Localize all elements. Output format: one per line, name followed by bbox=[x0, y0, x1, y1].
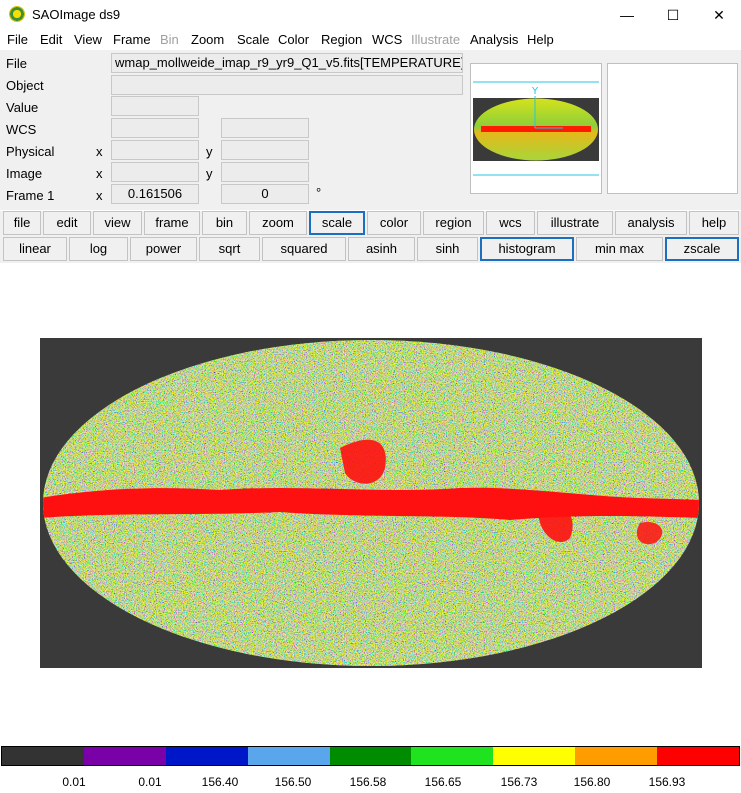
btn-illustrate[interactable]: illustrate bbox=[537, 211, 613, 235]
btn-view[interactable]: view bbox=[93, 211, 142, 235]
wcs-y-field bbox=[221, 118, 309, 138]
menu-wcs[interactable]: WCS bbox=[372, 32, 403, 47]
menu-color[interactable]: Color bbox=[278, 32, 310, 47]
btn-help[interactable]: help bbox=[689, 211, 739, 235]
physical-y-label: y bbox=[206, 144, 213, 159]
wcs-x-field bbox=[111, 118, 199, 138]
menu-edit[interactable]: Edit bbox=[40, 32, 63, 47]
colorbar-segment bbox=[247, 747, 330, 765]
btn-power[interactable]: power bbox=[130, 237, 197, 261]
colorbar[interactable] bbox=[1, 746, 740, 766]
colorbar-segment bbox=[493, 747, 576, 765]
frame-y-field: 0 bbox=[221, 184, 309, 204]
menu-zoom[interactable]: Zoom bbox=[191, 32, 225, 47]
btn-file[interactable]: file bbox=[3, 211, 41, 235]
btn-wcs[interactable]: wcs bbox=[486, 211, 535, 235]
btn-asinh[interactable]: asinh bbox=[348, 237, 415, 261]
object-field bbox=[111, 75, 463, 95]
colorbar-segment bbox=[165, 747, 248, 765]
btn-edit[interactable]: edit bbox=[43, 211, 91, 235]
btn-zoom[interactable]: zoom bbox=[249, 211, 307, 235]
colorbar-tick-label: 156.65 bbox=[424, 775, 462, 789]
fits-image-frame[interactable] bbox=[40, 338, 702, 668]
colorbar-tick-label: 156.50 bbox=[274, 775, 312, 789]
image-label: Image bbox=[6, 166, 43, 181]
maximize-button[interactable]: ☐ bbox=[666, 6, 680, 23]
scale-button-bar: linear log power sqrt squared asinh sinh… bbox=[0, 237, 741, 263]
menu-help[interactable]: Help bbox=[527, 32, 554, 47]
value-field bbox=[111, 96, 199, 116]
colorbar-segment bbox=[411, 747, 494, 765]
panner-svg: Y bbox=[473, 81, 599, 176]
image-y-field bbox=[221, 162, 309, 182]
btn-color[interactable]: color bbox=[367, 211, 421, 235]
physical-x-field bbox=[111, 140, 199, 160]
magnifier-view bbox=[607, 63, 738, 194]
frame-label: Frame 1 bbox=[6, 188, 55, 203]
btn-bin[interactable]: bin bbox=[202, 211, 247, 235]
frame-x-field: 0.161506 bbox=[111, 184, 199, 204]
file-label: File bbox=[6, 56, 27, 71]
colorbar-tick-label: 156.73 bbox=[500, 775, 538, 789]
file-field: wmap_mollweide_imap_r9_yr9_Q1_v5.fits[TE… bbox=[111, 53, 463, 73]
main-button-bar: file edit view frame bin zoom scale colo… bbox=[0, 211, 741, 237]
svg-text:Y: Y bbox=[531, 86, 539, 97]
btn-analysis[interactable]: analysis bbox=[615, 211, 687, 235]
btn-frame[interactable]: frame bbox=[144, 211, 200, 235]
colorbar-segment bbox=[2, 747, 84, 765]
btn-squared[interactable]: squared bbox=[262, 237, 346, 261]
btn-histogram[interactable]: histogram bbox=[480, 237, 574, 261]
colorbar-segment bbox=[575, 747, 658, 765]
colorbar-tick-label: 156.93 bbox=[648, 775, 686, 789]
ds9-app-icon bbox=[9, 6, 25, 22]
panner-view[interactable]: Y bbox=[470, 63, 602, 194]
close-button[interactable]: ✕ bbox=[713, 6, 725, 23]
physical-label: Physical bbox=[6, 144, 55, 159]
wcs-label: WCS bbox=[6, 122, 37, 137]
menu-file[interactable]: File bbox=[7, 32, 28, 47]
colorbar-tick-label: 0.01 bbox=[138, 775, 162, 789]
menu-frame[interactable]: Frame bbox=[113, 32, 151, 47]
btn-linear[interactable]: linear bbox=[3, 237, 67, 261]
degree-symbol: ° bbox=[316, 185, 322, 200]
image-y-label: y bbox=[206, 166, 213, 181]
colorbar-segment bbox=[657, 747, 740, 765]
image-x-label: x bbox=[96, 166, 103, 181]
title-bar: SAOImage ds9 — ☐ ✕ bbox=[0, 0, 741, 30]
btn-min-max[interactable]: min max bbox=[576, 237, 663, 261]
btn-log[interactable]: log bbox=[69, 237, 128, 261]
menu-scale[interactable]: Scale bbox=[237, 32, 270, 47]
menu-view[interactable]: View bbox=[74, 32, 102, 47]
frame-x-label: x bbox=[96, 188, 103, 203]
object-label: Object bbox=[6, 78, 44, 93]
btn-scale[interactable]: scale bbox=[309, 211, 365, 235]
menu-region[interactable]: Region bbox=[321, 32, 363, 47]
window-title: SAOImage ds9 bbox=[32, 7, 121, 22]
colorbar-tick-label: 156.40 bbox=[201, 775, 239, 789]
sky-map-image bbox=[40, 338, 702, 668]
colorbar-tick-label: 0.01 bbox=[62, 775, 86, 789]
btn-sqrt[interactable]: sqrt bbox=[199, 237, 260, 261]
colorbar-segment bbox=[329, 747, 412, 765]
btn-sinh[interactable]: sinh bbox=[417, 237, 478, 261]
minimize-button[interactable]: — bbox=[620, 7, 634, 23]
image-x-field bbox=[111, 162, 199, 182]
colorbar-tick-label: 156.58 bbox=[349, 775, 387, 789]
menu-illustrate[interactable]: Illustrate bbox=[411, 32, 461, 47]
physical-x-label: x bbox=[96, 144, 103, 159]
colorbar-segment bbox=[83, 747, 166, 765]
btn-zscale[interactable]: zscale bbox=[665, 237, 739, 261]
physical-y-field bbox=[221, 140, 309, 160]
colorbar-tick-label: 156.80 bbox=[573, 775, 611, 789]
menu-analysis[interactable]: Analysis bbox=[470, 32, 519, 47]
menu-bar: File Edit View Frame Bin Zoom Scale Colo… bbox=[0, 30, 741, 50]
menu-bin[interactable]: Bin bbox=[160, 32, 179, 47]
btn-region[interactable]: region bbox=[423, 211, 484, 235]
value-label: Value bbox=[6, 100, 39, 115]
